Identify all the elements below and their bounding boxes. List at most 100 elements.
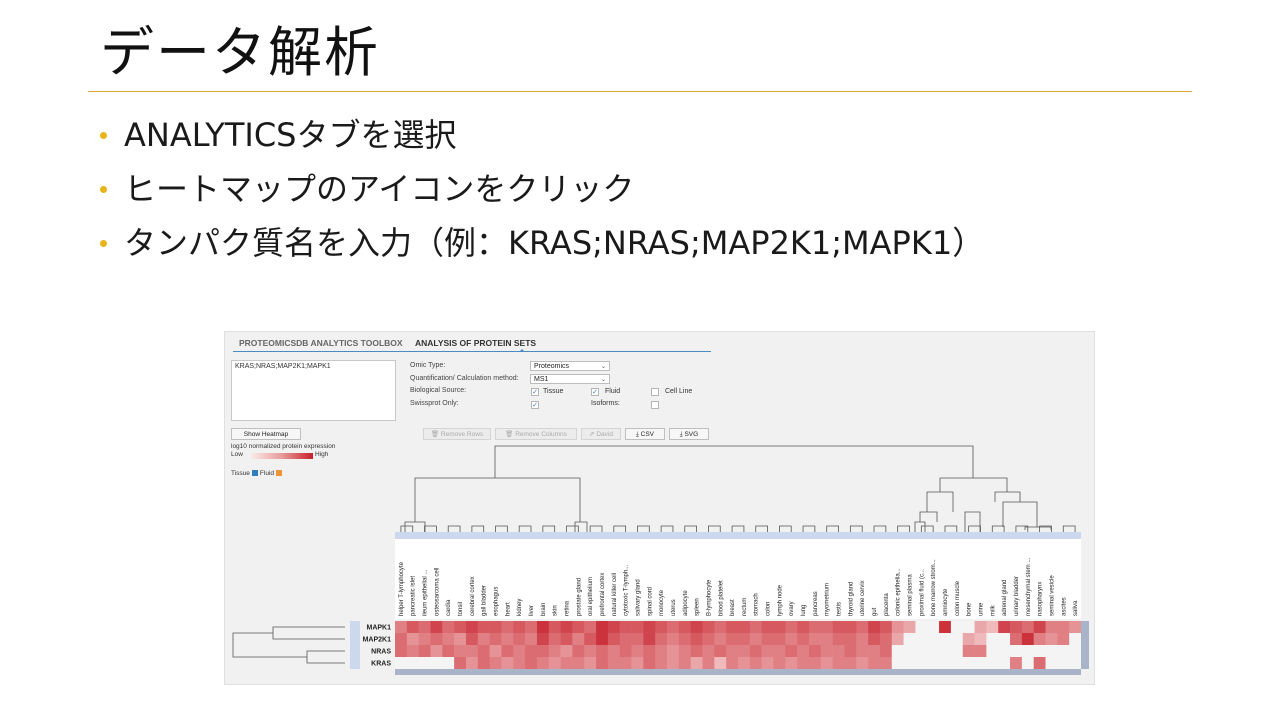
column-label[interactable]: ascites (1061, 597, 1067, 616)
column-label[interactable]: adipocyte (683, 590, 689, 616)
heatmap-cell[interactable] (998, 633, 1011, 645)
heatmap-cell[interactable] (513, 645, 526, 657)
fluid-checkbox[interactable]: ✓ (591, 388, 599, 396)
heatmap-cell[interactable] (927, 657, 940, 669)
column-label[interactable]: amniocyte (943, 588, 949, 616)
heatmap-cell[interactable] (454, 657, 467, 669)
heatmap-cell[interactable] (879, 621, 893, 633)
heatmap-cell[interactable] (406, 645, 419, 657)
column-label[interactable]: placenta (884, 593, 890, 616)
column-label[interactable]: liver (529, 605, 535, 616)
heatmap-cell[interactable] (998, 645, 1011, 657)
heatmap-cell[interactable] (406, 621, 419, 633)
heatmap-cell[interactable] (927, 633, 940, 645)
heatmap-cell[interactable] (678, 645, 691, 657)
heatmap-cell[interactable] (667, 645, 680, 657)
heatmap-cell[interactable] (749, 657, 762, 669)
heatmap-cell[interactable] (489, 621, 502, 633)
heatmap-cell[interactable] (856, 621, 869, 633)
heatmap-cell[interactable] (844, 645, 857, 657)
heatmap-cell[interactable] (726, 657, 739, 669)
tissue-checkbox[interactable]: ✓ (531, 388, 539, 396)
column-label[interactable]: spleen (695, 598, 701, 616)
heatmap-cell[interactable] (395, 633, 408, 645)
heatmap-cell[interactable] (560, 633, 573, 645)
column-label[interactable]: esophagus (494, 587, 500, 616)
column-label[interactable]: natural killer cell (612, 573, 618, 616)
heatmap-cell[interactable] (536, 645, 550, 657)
heatmap-cell[interactable] (678, 621, 691, 633)
heatmap-cell[interactable] (525, 633, 538, 645)
column-label[interactable]: B-lymphocyte (706, 579, 712, 616)
heatmap-cell[interactable] (430, 633, 443, 645)
heatmap-cell[interactable] (868, 657, 881, 669)
column-label[interactable]: cardia (446, 599, 452, 616)
heatmap-cell[interactable] (1010, 621, 1023, 633)
remove-columns-button[interactable]: 🗑 Remove Columns (495, 428, 577, 440)
heatmap-cell[interactable] (655, 657, 668, 669)
column-label[interactable]: urinary bladder (1014, 576, 1020, 616)
column-label[interactable]: mesenchymal stem ... (1026, 557, 1032, 616)
heatmap-cell[interactable] (560, 645, 573, 657)
column-label[interactable]: heart (505, 602, 511, 616)
heatmap-cell[interactable] (832, 633, 845, 645)
heatmap-cell[interactable] (607, 621, 621, 633)
heatmap-cell[interactable] (489, 657, 502, 669)
heatmap-cell[interactable] (773, 645, 786, 657)
heatmap-cell[interactable] (631, 621, 644, 633)
heatmap-cell[interactable] (584, 657, 597, 669)
heatmap-cell[interactable] (915, 633, 928, 645)
heatmap-cell[interactable] (998, 621, 1011, 633)
heatmap-cell[interactable] (820, 645, 833, 657)
heatmap-cell[interactable] (643, 621, 656, 633)
heatmap-cell[interactable] (655, 645, 668, 657)
heatmap-cell[interactable] (797, 633, 810, 645)
heatmap-cell[interactable] (584, 633, 597, 645)
column-label[interactable]: rectum (742, 598, 748, 616)
heatmap-cell[interactable] (430, 645, 443, 657)
column-label[interactable]: kidney (517, 599, 523, 616)
column-label[interactable]: cerebral cortex (470, 576, 476, 616)
heatmap-cell[interactable] (808, 657, 822, 669)
heatmap-cell[interactable] (903, 621, 916, 633)
heatmap-cell[interactable] (1069, 633, 1082, 645)
heatmap-cell[interactable] (856, 633, 869, 645)
column-label[interactable]: helper T-lymphocyte (399, 561, 405, 616)
heatmap-cell[interactable] (631, 633, 644, 645)
heatmap-cell[interactable] (915, 621, 928, 633)
row-label[interactable]: MAP2K1 (363, 637, 392, 644)
heatmap-cell[interactable] (868, 621, 881, 633)
heatmap-cell[interactable] (950, 645, 964, 657)
heatmap-cell[interactable] (891, 633, 904, 645)
heatmap-cell[interactable] (442, 621, 455, 633)
heatmap-cell[interactable] (572, 621, 585, 633)
heatmap-cell[interactable] (1021, 633, 1034, 645)
heatmap-cell[interactable] (939, 657, 952, 669)
heatmap-cell[interactable] (797, 621, 810, 633)
heatmap-cell[interactable] (607, 633, 621, 645)
heatmap-cell[interactable] (667, 633, 680, 645)
heatmap-cell[interactable] (655, 621, 668, 633)
heatmap-cell[interactable] (395, 657, 408, 669)
heatmap-cell[interactable] (501, 621, 514, 633)
column-label[interactable]: gall bladder (482, 585, 488, 616)
heatmap-cell[interactable] (418, 645, 431, 657)
heatmap-cell[interactable] (572, 633, 585, 645)
show-heatmap-button[interactable]: Show Heatmap (231, 428, 301, 440)
heatmap-cell[interactable] (596, 633, 609, 645)
column-label[interactable]: thyroid gland (848, 582, 854, 616)
heatmap-cell[interactable] (939, 645, 952, 657)
column-label[interactable]: oral epithelium (588, 577, 594, 616)
heatmap-cell[interactable] (1045, 621, 1058, 633)
heatmap-cell[interactable] (820, 633, 833, 645)
heatmap-cell[interactable] (1057, 645, 1070, 657)
heatmap-cell[interactable] (879, 657, 893, 669)
david-button[interactable]: ⇗ David (581, 428, 621, 440)
heatmap-cell[interactable] (714, 645, 727, 657)
heatmap-cell[interactable] (1010, 657, 1023, 669)
heatmap-cell[interactable] (903, 633, 916, 645)
heatmap-cell[interactable] (690, 645, 703, 657)
heatmap-cell[interactable] (643, 657, 656, 669)
heatmap-cell[interactable] (619, 633, 632, 645)
heatmap-cell[interactable] (454, 645, 467, 657)
